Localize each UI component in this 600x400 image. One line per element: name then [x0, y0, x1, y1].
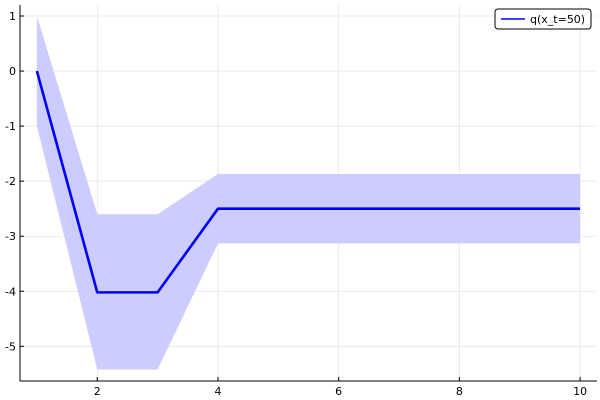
- x-tick-labels: 2 4 6 8 10: [94, 377, 587, 398]
- y-tick-label: -4: [5, 285, 16, 298]
- x-tick-label: 2: [94, 385, 101, 398]
- y-tick-label: -5: [5, 340, 16, 353]
- series-line-layer: [35, 70, 581, 294]
- x-tick-label: 10: [573, 385, 587, 398]
- x-tick-label: 8: [456, 385, 463, 398]
- legend-label: q(x_t=50): [530, 13, 585, 26]
- x-tick-label: 6: [335, 385, 342, 398]
- y-tick-label: -3: [5, 230, 16, 243]
- series-line: [35, 70, 581, 294]
- y-tick-labels: 1 0 -1 -2 -3 -4 -5: [5, 10, 24, 353]
- axes: [19, 5, 597, 382]
- y-tick-label: -2: [5, 175, 16, 188]
- legend-box: [494, 8, 592, 30]
- confidence-band: [36, 16, 581, 370]
- y-tick-label: 0: [9, 65, 16, 78]
- x-tick-label: 4: [214, 385, 221, 398]
- y-tick-label: -1: [5, 120, 16, 133]
- y-tick-label: 1: [9, 10, 16, 23]
- legend: q(x_t=50): [494, 8, 592, 30]
- confidence-band-layer: [36, 16, 581, 370]
